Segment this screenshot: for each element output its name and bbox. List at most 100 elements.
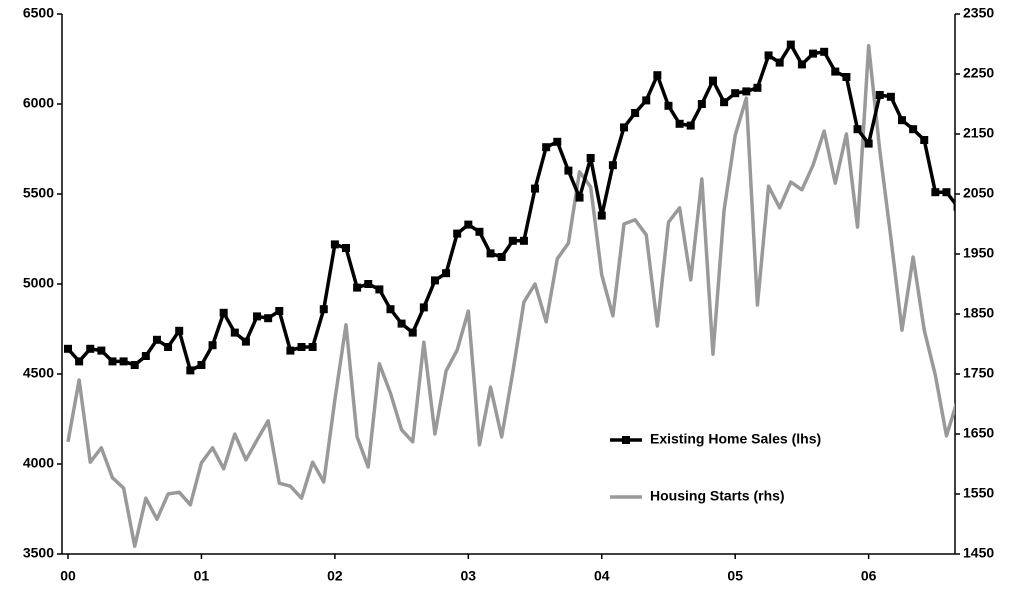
marker [408,328,417,337]
marker [208,341,217,350]
y-tick-label: 6000 [23,95,54,111]
legend-label: Housing Starts (rhs) [650,488,785,504]
marker [297,343,306,351]
marker [475,227,484,236]
marker [886,92,895,101]
marker [842,73,851,81]
x-tick-label: 01 [194,568,210,584]
marker [486,249,495,258]
marker [375,285,384,294]
y-tick-label: 4000 [23,455,54,471]
marker [430,276,439,285]
marker [753,83,762,92]
marker [653,71,662,80]
marker [675,119,684,128]
series-line [66,44,955,548]
marker [275,307,284,315]
marker [820,47,829,56]
marker [419,303,428,312]
marker [586,154,595,162]
y-tick-label: 3500 [23,545,54,561]
marker [831,67,840,76]
x-tick-label: 05 [727,568,743,584]
y2-tick-label: 2250 [963,65,994,81]
marker [508,236,517,245]
y-tick-label: 5500 [23,185,54,201]
marker [620,123,628,132]
marker [797,60,806,69]
marker [286,346,295,355]
marker [742,87,751,96]
marker [553,137,562,146]
marker [953,202,955,211]
marker [64,344,72,353]
x-tick-label: 00 [60,568,76,584]
marker [453,229,462,238]
y2-tick-label: 1650 [963,425,994,441]
marker [642,96,651,105]
marker [308,343,317,351]
marker [219,308,228,317]
y-tick-label: 6500 [23,5,54,21]
marker [141,352,150,360]
marker [809,49,818,58]
y-tick-label: 5000 [23,275,54,291]
marker [130,361,139,369]
y2-tick-label: 2350 [963,5,994,21]
marker [875,91,884,99]
marker [241,337,250,346]
marker [664,101,673,110]
marker [442,269,451,278]
x-tick-label: 06 [861,568,877,584]
marker [853,125,862,134]
marker [197,361,206,369]
marker [542,143,551,152]
marker [319,305,328,314]
marker [164,343,173,351]
marker [86,344,95,353]
marker [686,121,695,130]
marker [108,357,117,366]
marker [253,312,262,321]
marker [397,319,406,328]
plot-area [64,40,955,548]
marker [230,328,239,337]
marker [75,357,84,366]
marker [864,139,873,148]
marker [708,76,717,85]
y2-tick-label: 1850 [963,305,994,321]
marker [330,240,339,249]
marker [497,253,506,261]
marker [264,314,273,323]
marker [731,89,740,98]
series-line [66,42,955,373]
marker [942,188,951,197]
marker [764,51,773,60]
y2-tick-label: 1950 [963,245,994,261]
marker [97,346,106,355]
marker [697,100,706,108]
marker [464,220,473,229]
marker [342,244,350,252]
y2-tick-label: 2050 [963,185,994,201]
y2-tick-label: 1450 [963,545,994,561]
x-tick-label: 03 [461,568,477,584]
marker [786,40,795,49]
marker [519,236,528,245]
marker [909,125,918,134]
x-tick-label: 02 [327,568,343,584]
marker [597,211,606,220]
marker [920,136,929,144]
marker [564,166,573,175]
marker [353,283,362,292]
marker [186,366,195,375]
marker [152,335,161,344]
y2-tick-label: 2150 [963,125,994,141]
marker [119,357,128,366]
marker [175,326,184,335]
marker [575,193,584,202]
marker [898,116,906,125]
marker [364,280,373,288]
marker [386,305,395,314]
marker [720,98,729,107]
